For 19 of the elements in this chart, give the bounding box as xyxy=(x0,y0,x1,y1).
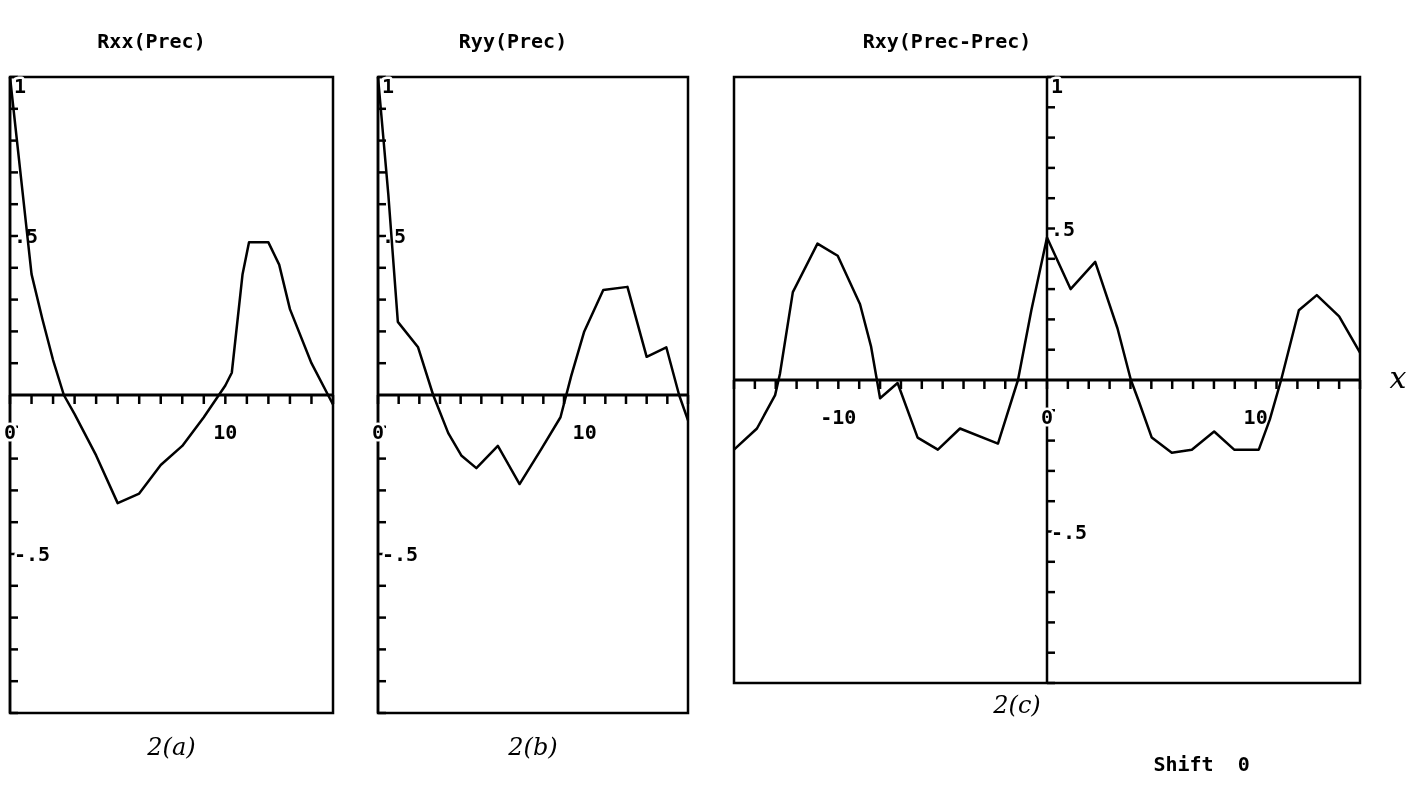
x-tick-label: 10 xyxy=(213,420,238,444)
text: 2(c) xyxy=(992,691,1041,719)
y-tick-label: -.5 xyxy=(14,542,51,566)
x-tick-label: 10 xyxy=(572,420,597,444)
y-tick-label: 1 xyxy=(1051,74,1064,98)
chart-title: Rxx(Prec) xyxy=(97,29,206,53)
text: 2(a) xyxy=(146,733,196,761)
text: Shift 0 xyxy=(1153,752,1250,776)
y-tick-label: 1 xyxy=(14,74,27,98)
text: 2(b) xyxy=(507,733,558,761)
x-axis-title: x xyxy=(1389,360,1407,395)
y-tick-label: 1 xyxy=(382,74,395,98)
y-tick-label: -.5 xyxy=(382,542,419,566)
y-tick-label: .5 xyxy=(1051,216,1076,241)
y-tick-label: -.5 xyxy=(1051,519,1088,544)
chart-title: Rxy(Prec-Prec) xyxy=(862,29,1032,53)
x-tick-label: 10 xyxy=(1243,405,1268,429)
chart-title: Ryy(Prec) xyxy=(458,29,568,53)
x-tick-label: -10 xyxy=(820,405,857,429)
